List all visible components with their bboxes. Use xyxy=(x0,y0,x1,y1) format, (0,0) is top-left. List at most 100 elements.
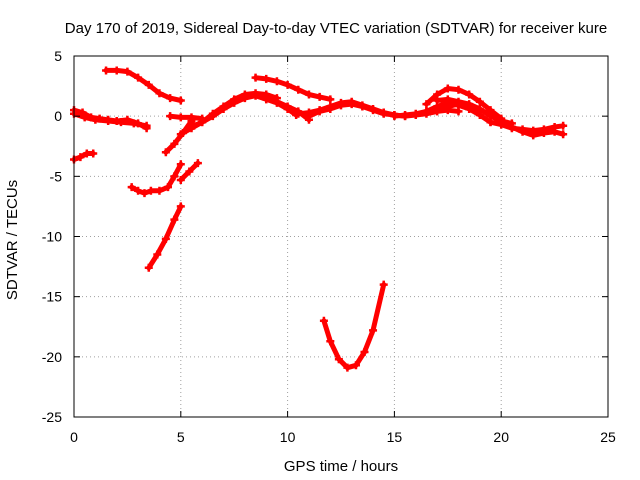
data-point xyxy=(411,110,420,119)
data-point xyxy=(134,119,143,128)
data-point xyxy=(89,149,98,158)
series-line xyxy=(321,282,387,371)
x-tick-label: 20 xyxy=(493,429,509,445)
data-point xyxy=(112,116,121,125)
data-point xyxy=(422,107,431,116)
series-line xyxy=(167,113,205,122)
data-point xyxy=(185,167,194,176)
data-point xyxy=(112,66,121,75)
data-point xyxy=(123,115,132,124)
chart-title: Day 170 of 2019, Sidereal Day-to-day VTE… xyxy=(65,20,607,37)
data-point xyxy=(358,102,367,111)
data-point xyxy=(454,85,463,94)
data-series-track-8 xyxy=(176,159,202,184)
data-point xyxy=(155,89,164,98)
data-point xyxy=(369,326,378,335)
data-point xyxy=(422,100,431,109)
data-point xyxy=(465,90,474,99)
data-series-track-16 xyxy=(319,280,388,372)
data-point xyxy=(319,316,328,325)
data-point xyxy=(170,139,179,148)
data-point xyxy=(219,104,228,113)
data-series-track-6 xyxy=(144,202,185,272)
data-point xyxy=(140,189,149,198)
data-point xyxy=(351,361,360,370)
data-point xyxy=(166,94,175,103)
y-tick-label: -20 xyxy=(42,349,62,365)
data-point xyxy=(326,337,335,346)
data-point xyxy=(326,95,335,104)
data-point xyxy=(497,116,506,125)
data-point xyxy=(294,109,303,118)
data-point xyxy=(176,175,185,184)
data-point xyxy=(193,159,202,168)
data-point xyxy=(166,112,175,121)
x-tick-labels: 0 5 10 15 20 25 xyxy=(70,429,616,445)
data-point xyxy=(272,97,281,106)
data-point xyxy=(134,186,143,195)
data-point xyxy=(454,97,463,106)
x-tick-label: 25 xyxy=(600,429,616,445)
x-tick-label: 5 xyxy=(177,429,185,445)
series-line xyxy=(163,118,194,155)
data-point xyxy=(161,234,170,243)
data-point xyxy=(176,202,185,211)
x-tick-label: 10 xyxy=(280,429,296,445)
y-tick-label: -10 xyxy=(42,229,62,245)
data-point xyxy=(401,110,410,119)
data-layer xyxy=(70,66,568,372)
data-point xyxy=(176,160,185,169)
data-series-track-5 xyxy=(127,160,185,198)
data-series-track-11 xyxy=(189,91,301,130)
data-point xyxy=(529,131,538,140)
data-point xyxy=(142,124,151,133)
data-point xyxy=(189,121,198,130)
data-series-track-4 xyxy=(102,66,185,105)
data-point xyxy=(176,96,185,105)
data-point xyxy=(475,104,484,113)
data-point xyxy=(283,102,292,111)
x-axis-label: GPS time / hours xyxy=(284,458,398,475)
data-point xyxy=(170,215,179,224)
data-point xyxy=(360,348,369,357)
y-tick-label: -5 xyxy=(50,168,63,184)
data-point xyxy=(251,91,260,100)
data-point xyxy=(146,186,155,195)
data-point xyxy=(170,172,179,181)
data-point xyxy=(176,113,185,122)
data-point xyxy=(155,186,164,195)
data-point xyxy=(550,127,559,136)
data-point xyxy=(262,74,271,83)
data-point xyxy=(539,129,548,138)
y-tick-label: -15 xyxy=(42,289,62,305)
data-point xyxy=(486,118,495,127)
data-series-track-13 xyxy=(262,92,313,124)
data-point xyxy=(161,148,170,157)
data-point xyxy=(272,77,281,86)
data-point xyxy=(343,363,352,372)
data-point xyxy=(304,90,313,99)
data-point xyxy=(198,118,207,127)
data-point xyxy=(443,95,452,104)
data-series-track-22 xyxy=(497,116,568,140)
data-point xyxy=(251,73,260,82)
y-tick-label: 0 xyxy=(54,108,62,124)
data-point xyxy=(262,92,271,101)
data-point xyxy=(87,113,96,122)
data-point xyxy=(230,98,239,107)
x-tick-label: 0 xyxy=(70,429,78,445)
data-point xyxy=(369,106,378,115)
data-point xyxy=(315,92,324,101)
data-point xyxy=(163,183,172,192)
data-series-track-12 xyxy=(251,73,335,104)
data-point xyxy=(465,100,474,109)
data-point xyxy=(240,94,249,103)
axis-ticks xyxy=(73,55,609,418)
data-point xyxy=(144,80,153,89)
data-point xyxy=(187,113,196,122)
data-point xyxy=(334,355,343,364)
data-point xyxy=(443,84,452,93)
data-point xyxy=(507,122,516,131)
data-point xyxy=(123,67,132,76)
